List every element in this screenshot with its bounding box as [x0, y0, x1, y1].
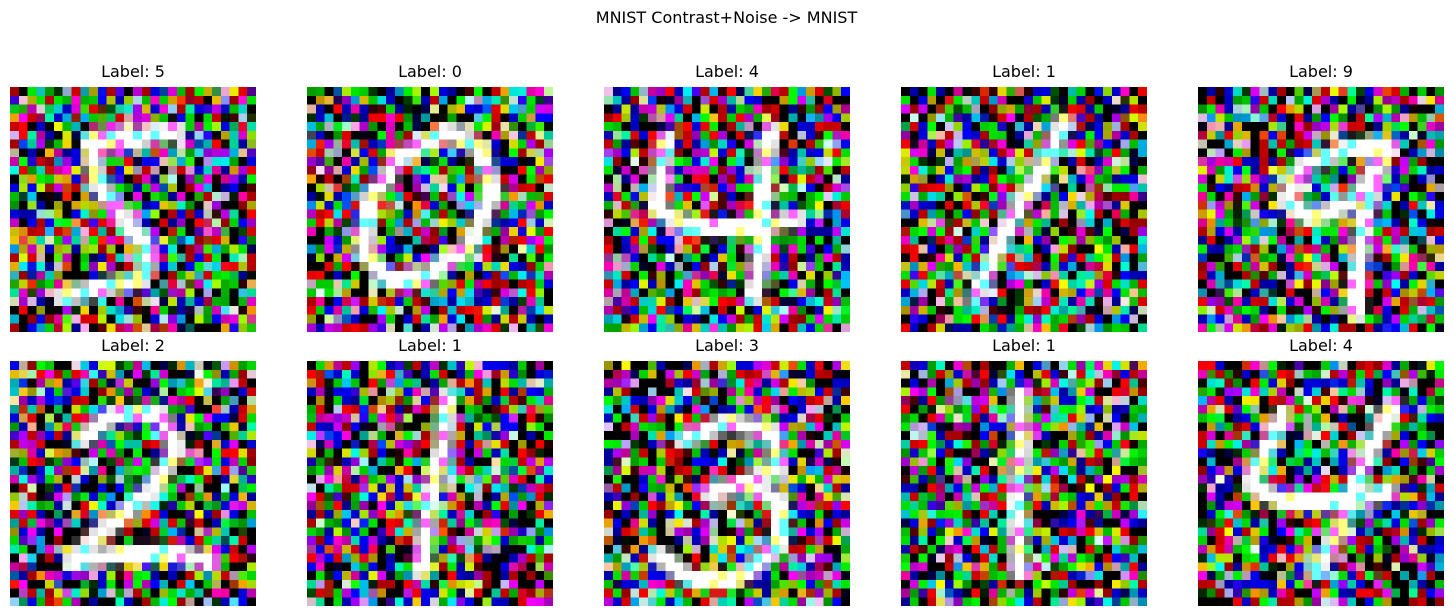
panel-label: Label: 9 — [1289, 62, 1353, 81]
noisy-digit-image — [604, 361, 850, 606]
panel-label: Label: 3 — [695, 336, 759, 355]
panel-label: Label: 4 — [1289, 336, 1353, 355]
noisy-digit-image — [1198, 361, 1444, 606]
noisy-digit-image — [307, 361, 553, 606]
panel-label: Label: 1 — [992, 62, 1056, 81]
noisy-digit-image — [307, 87, 553, 332]
panel-label: Label: 1 — [398, 336, 462, 355]
noisy-digit-image — [901, 361, 1147, 606]
noisy-digit-image — [10, 87, 256, 332]
panel-label: Label: 5 — [101, 62, 165, 81]
panel-label: Label: 1 — [992, 336, 1056, 355]
panel-label: Label: 2 — [101, 336, 165, 355]
noisy-digit-image — [10, 361, 256, 606]
panel-label: Label: 4 — [695, 62, 759, 81]
figure-title: MNIST Contrast+Noise -> MNIST — [595, 8, 858, 27]
noisy-digit-image — [604, 87, 850, 332]
noisy-digit-image — [1198, 87, 1444, 332]
panel-label: Label: 0 — [398, 62, 462, 81]
noisy-digit-image — [901, 87, 1147, 332]
